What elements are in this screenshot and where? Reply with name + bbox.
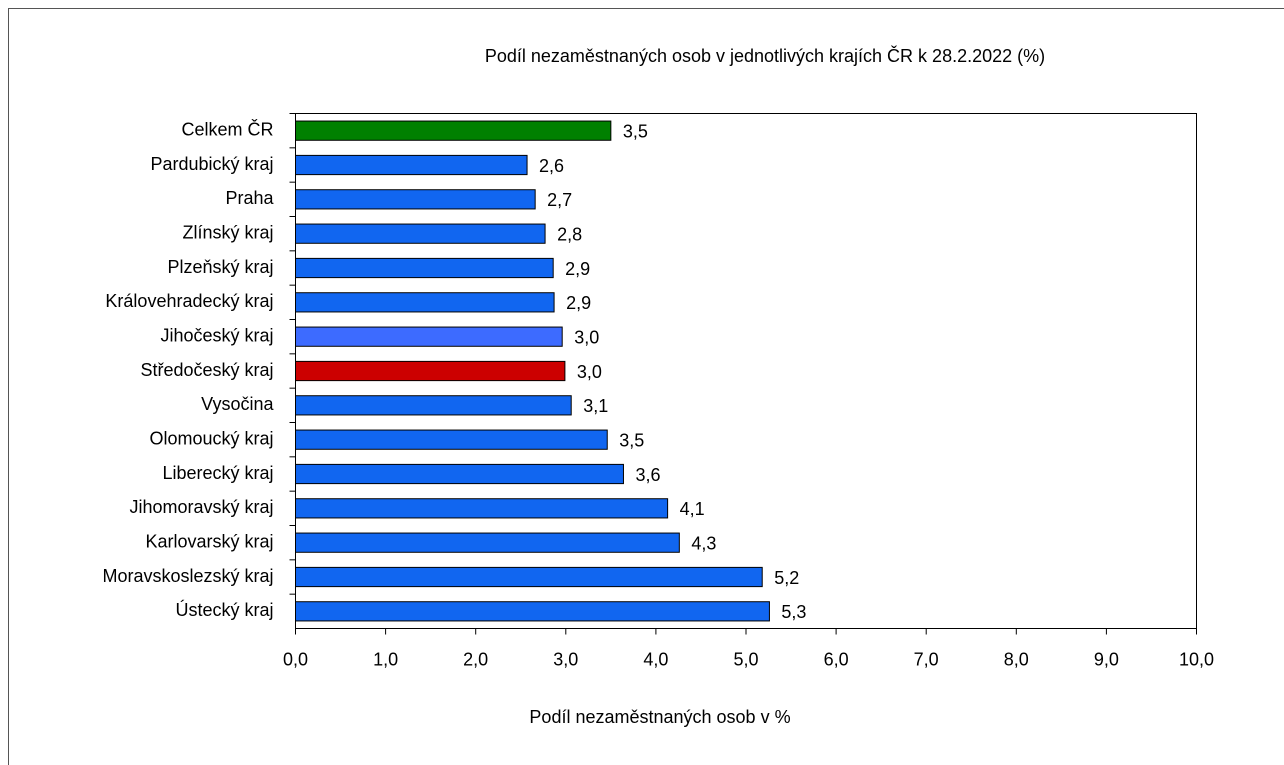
bar bbox=[295, 257, 554, 279]
y-tick-label: Moravskoslezský kraj bbox=[102, 566, 273, 586]
bar bbox=[295, 498, 669, 519]
value-label: 3,6 bbox=[635, 465, 660, 485]
bar bbox=[295, 532, 680, 553]
x-tick-label: 1,0 bbox=[373, 649, 398, 669]
bar bbox=[295, 566, 763, 588]
x-tick-label: 6,0 bbox=[824, 649, 849, 669]
x-tick-label: 8,0 bbox=[1004, 649, 1029, 669]
y-tick-label: Olomoucký kraj bbox=[149, 428, 273, 448]
value-label: 3,5 bbox=[623, 121, 648, 141]
y-tick-label: Celkem ČR bbox=[181, 118, 273, 139]
y-tick-label: Zlínský kraj bbox=[182, 222, 273, 242]
value-label: 2,9 bbox=[566, 293, 591, 313]
value-label: 4,1 bbox=[680, 499, 705, 519]
bar bbox=[295, 189, 536, 210]
y-tick-label: Vysočina bbox=[201, 394, 274, 414]
x-tick-label: 5,0 bbox=[733, 649, 758, 669]
y-tick-label: Středočeský kraj bbox=[140, 360, 273, 380]
bar bbox=[295, 223, 546, 244]
x-tick-label: 0,0 bbox=[283, 649, 308, 669]
y-tick-label: Královehradecký kraj bbox=[105, 291, 273, 311]
value-label: 3,0 bbox=[574, 327, 599, 347]
x-axis-label: Podíl nezaměstnaných osob v % bbox=[529, 707, 790, 727]
bar bbox=[295, 120, 612, 141]
y-tick-label: Liberecký kraj bbox=[162, 463, 273, 483]
x-tick-label: 4,0 bbox=[643, 649, 668, 669]
x-tick-label: 10,0 bbox=[1179, 649, 1214, 669]
bar bbox=[295, 463, 624, 485]
y-tick-label: Jihočeský kraj bbox=[160, 325, 273, 345]
bar bbox=[295, 154, 528, 176]
value-label: 2,8 bbox=[557, 224, 582, 244]
y-tick-label: Jihomoravský kraj bbox=[129, 497, 273, 517]
y-tick-label: Pardubický kraj bbox=[150, 154, 273, 174]
value-label: 3,5 bbox=[619, 430, 644, 450]
value-label: 5,2 bbox=[774, 568, 799, 588]
value-label: 5,3 bbox=[781, 602, 806, 622]
value-label: 3,0 bbox=[577, 362, 602, 382]
value-label: 2,7 bbox=[547, 190, 572, 210]
y-tick-label: Ústecký kraj bbox=[175, 599, 273, 620]
y-tick-label: Plzeňský kraj bbox=[167, 257, 273, 277]
value-label: 4,3 bbox=[691, 533, 716, 553]
x-tick-label: 9,0 bbox=[1094, 649, 1119, 669]
bar bbox=[295, 429, 608, 450]
value-label: 2,9 bbox=[565, 259, 590, 279]
value-label: 2,6 bbox=[539, 156, 564, 176]
bar bbox=[295, 326, 563, 347]
x-tick-label: 7,0 bbox=[914, 649, 939, 669]
x-tick-label: 3,0 bbox=[553, 649, 578, 669]
chart-frame bbox=[8, 8, 1284, 765]
chart-title: Podíl nezaměstnaných osob v jednotlivých… bbox=[485, 45, 1045, 66]
bar bbox=[295, 360, 566, 382]
x-tick-label: 2,0 bbox=[463, 649, 488, 669]
y-tick-label: Karlovarský kraj bbox=[145, 531, 273, 551]
y-tick-label: Praha bbox=[225, 188, 274, 208]
value-label: 3,1 bbox=[583, 396, 608, 416]
bar bbox=[295, 292, 555, 313]
bar bbox=[295, 601, 770, 622]
bar bbox=[295, 395, 572, 416]
